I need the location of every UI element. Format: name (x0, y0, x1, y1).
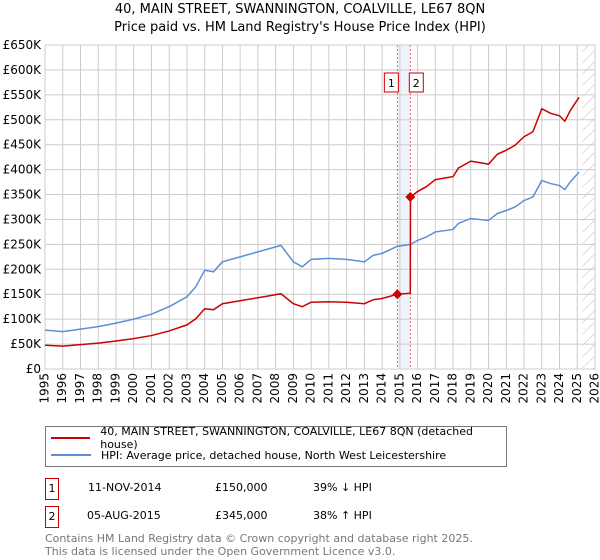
legend-swatch-property (51, 437, 91, 439)
property-line (44, 96, 580, 347)
chart-title: 40, MAIN STREET, SWANNINGTON, COALVILLE,… (114, 2, 486, 17)
y-tick-label: £450K (3, 138, 43, 152)
y-tick-label: £250K (3, 237, 43, 251)
x-tick-label: 1997 (73, 373, 87, 404)
y-tick-label: £500K (3, 113, 43, 127)
x-tick-label: 2009 (286, 373, 300, 404)
x-tick-label: 2020 (481, 373, 495, 404)
sale-label-1: 1 (388, 77, 395, 90)
legend: 40, MAIN STREET, SWANNINGTON, COALVILLE,… (45, 425, 507, 467)
x-tick-label: 2014 (375, 373, 389, 404)
x-tick-label: 2018 (446, 373, 460, 404)
sale-period-shade (397, 45, 411, 369)
y-tick-label: £350K (3, 188, 43, 202)
sale-price: £150,000 (215, 481, 268, 494)
y-tick-label: £600K (3, 63, 43, 77)
y-tick-label: £0 (26, 362, 41, 376)
x-tick-label: 2021 (499, 373, 513, 404)
legend-label-hpi: HPI: Average price, detached house, Nort… (101, 448, 447, 462)
sale-marker-box: 1 (45, 478, 59, 500)
plot-border (44, 44, 596, 370)
footer-line-2: This data is licensed under the Open Gov… (45, 545, 396, 558)
x-tick-label: 2011 (321, 373, 335, 404)
hpi-line (44, 171, 580, 333)
x-tick-label: 2007 (250, 373, 264, 404)
x-tick-label: 2004 (197, 373, 211, 404)
legend-label-property: 40, MAIN STREET, SWANNINGTON, COALVILLE,… (100, 425, 473, 451)
y-tick-label: £200K (3, 262, 43, 276)
x-tick-label: 2008 (268, 373, 282, 404)
x-tick-label: 2001 (144, 373, 158, 404)
sale-marker-2 (405, 192, 416, 203)
sale-date: 05-AUG-2015 (87, 509, 161, 522)
x-tick-label: 1999 (108, 373, 122, 404)
sale-label-2: 2 (413, 77, 420, 90)
x-tick-label: 2012 (339, 373, 353, 404)
y-tick-label: £100K (3, 312, 43, 326)
y-tick-label: £550K (3, 88, 43, 102)
chart-subtitle: Price paid vs. HM Land Registry's House … (114, 20, 486, 35)
sale-label-box-2 (408, 72, 424, 93)
x-tick-label: 2022 (517, 373, 531, 404)
x-tick-label: 2002 (162, 373, 176, 404)
x-tick-label: 2019 (463, 373, 477, 404)
x-tick-label: 2017 (428, 373, 442, 404)
sale-row-2: 2 05-AUG-2015 £345,000 38% ↑ HPI (45, 506, 465, 528)
x-tick-label: 1995 (38, 373, 52, 404)
x-tick-label: 1998 (91, 373, 105, 404)
y-tick-label: £650K (3, 38, 43, 52)
x-tick-label: 2023 (534, 373, 548, 404)
legend-swatch-hpi (51, 454, 91, 456)
x-tick-label: 1996 (55, 373, 69, 404)
plot-area: £0 £50K £100K £150K £200K £250K £300K £350K £400… (3, 38, 600, 404)
y-tick-label: £50K (10, 337, 42, 351)
sale-date: 11-NOV-2014 (88, 481, 162, 494)
x-tick-label: 2010 (304, 373, 318, 404)
x-tick-label: 2003 (179, 373, 193, 404)
x-tick-label: 2026 (588, 373, 600, 404)
sale-row-1: 1 11-NOV-2014 £150,000 39% ↓ HPI (45, 478, 465, 500)
x-tick-label: 2024 (552, 373, 566, 404)
x-tick-label: 2016 (410, 373, 424, 404)
y-tick-label: £400K (3, 163, 43, 177)
sale-marker-1 (392, 289, 403, 300)
footer: Contains HM Land Registry data © Crown c… (45, 532, 473, 558)
y-tick-label: £300K (3, 212, 43, 226)
sale-label-box-1 (383, 72, 399, 93)
sale-hpi-diff: 39% ↓ HPI (313, 481, 372, 494)
x-tick-label: 2000 (126, 373, 140, 404)
footer-line-1: Contains HM Land Registry data © Crown c… (45, 532, 473, 545)
x-tick-label: 2006 (233, 373, 247, 404)
sale-price: £345,000 (215, 509, 268, 522)
x-tick-label: 2005 (215, 373, 229, 404)
sale-marker-box: 2 (45, 506, 59, 528)
x-tick-label: 2015 (392, 373, 406, 404)
x-tick-label: 2013 (357, 373, 371, 404)
forecast-hatch (582, 45, 595, 369)
sale-hpi-diff: 38% ↑ HPI (313, 509, 372, 522)
y-tick-label: £150K (3, 287, 43, 301)
x-tick-label: 2025 (570, 373, 584, 404)
